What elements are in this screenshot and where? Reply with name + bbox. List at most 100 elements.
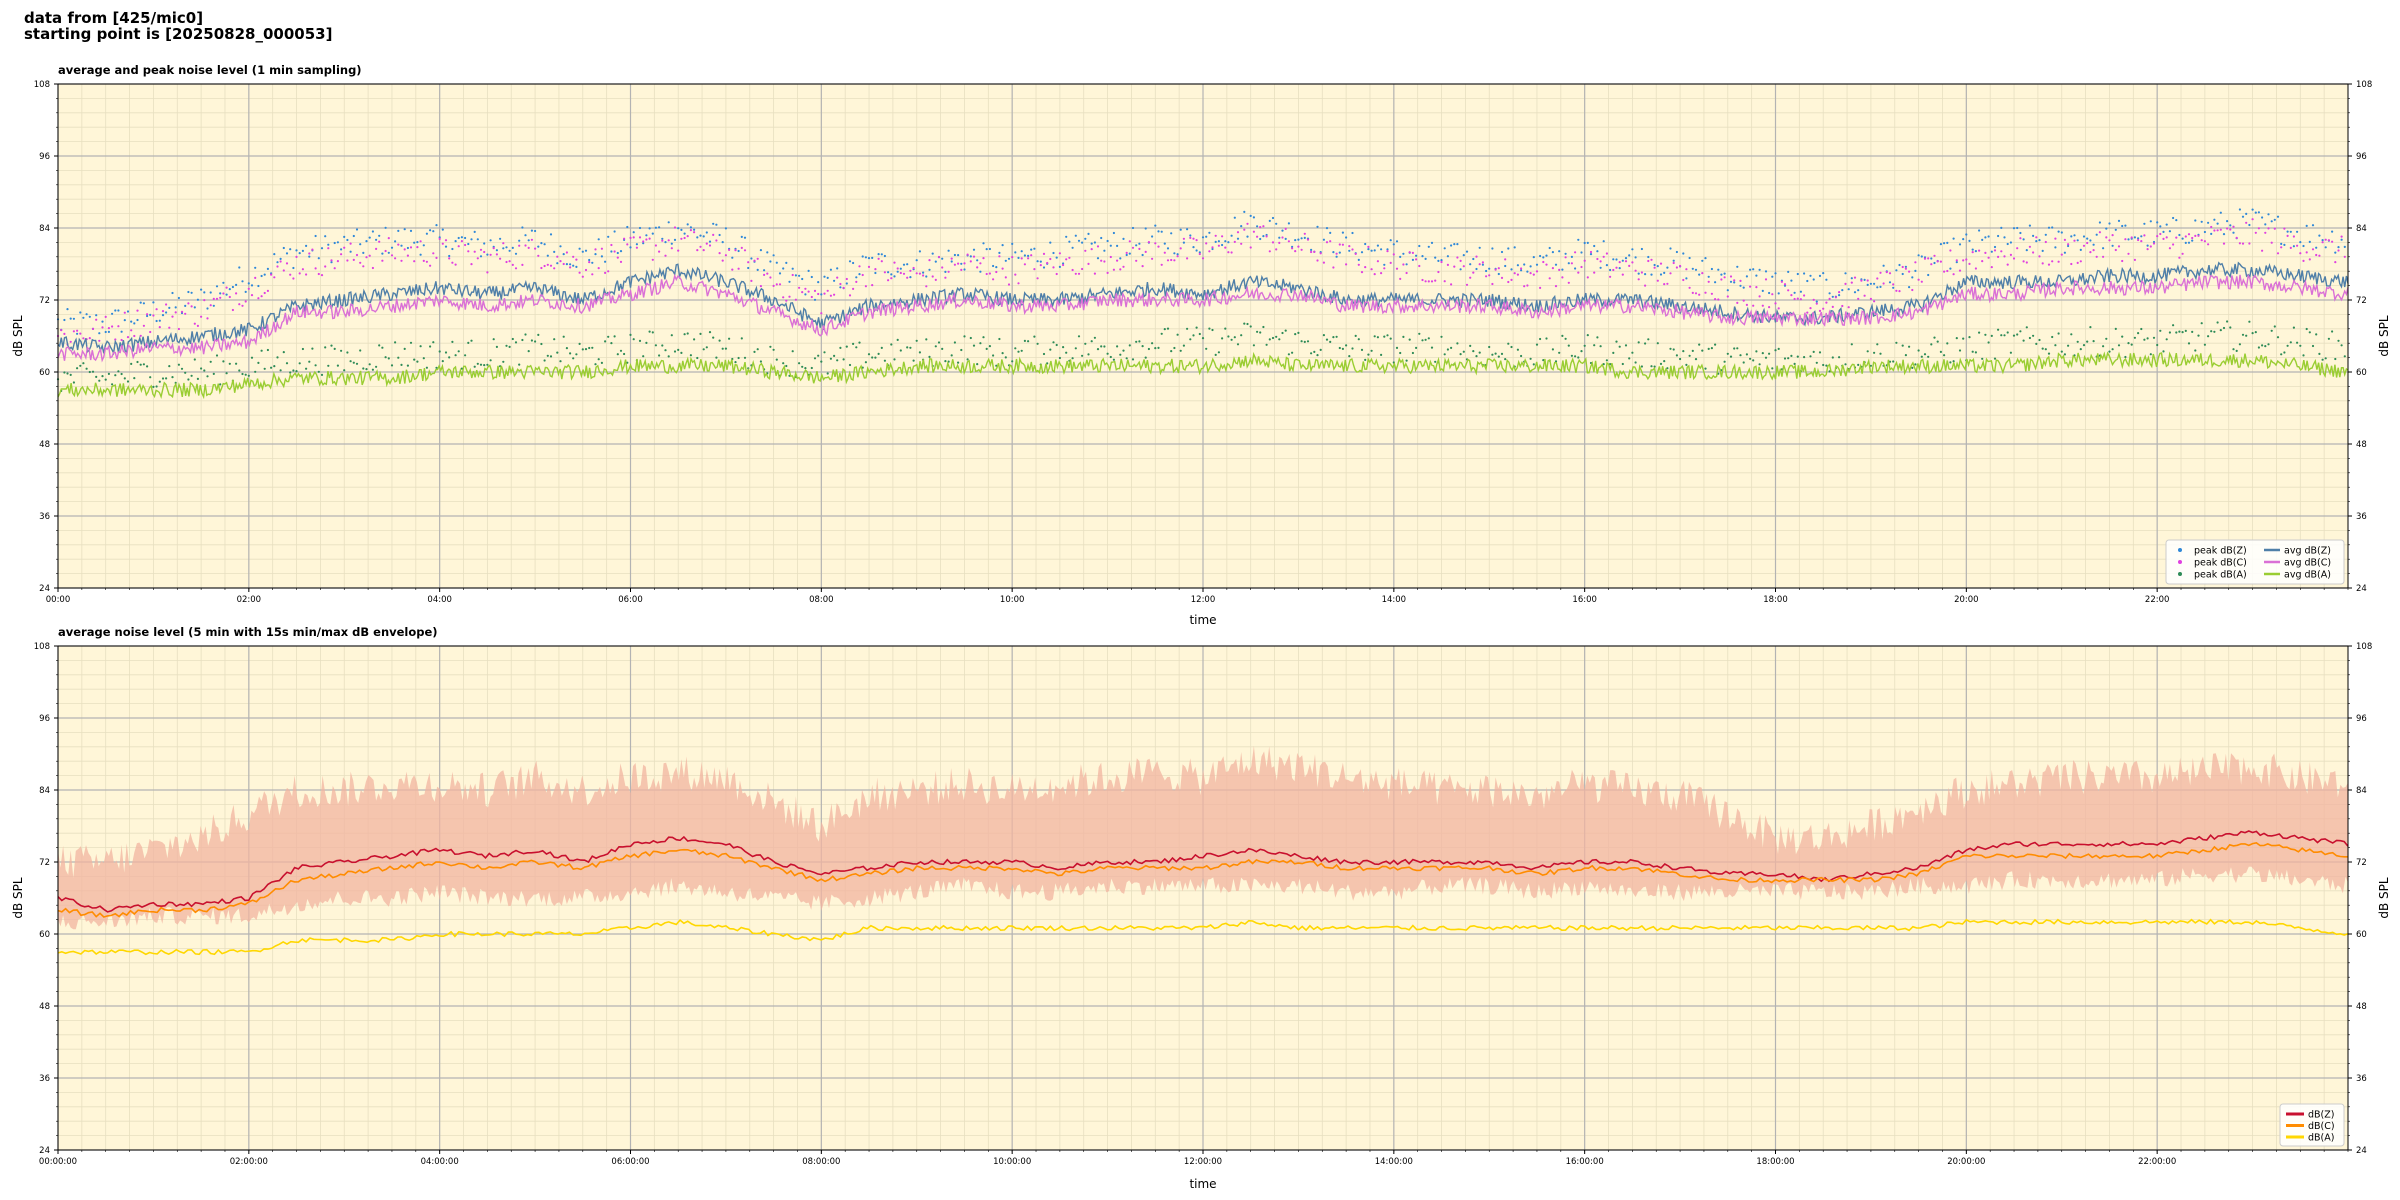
data-point	[1131, 226, 1135, 230]
data-point	[1488, 345, 1491, 349]
data-point	[883, 254, 887, 258]
data-point	[1990, 250, 1993, 253]
data-point	[495, 253, 498, 256]
data-point	[63, 371, 66, 374]
data-point	[1628, 357, 1631, 360]
data-point	[2305, 224, 2308, 227]
data-point	[1822, 307, 1825, 310]
data-point	[1262, 325, 1265, 329]
data-point	[883, 359, 887, 362]
data-point	[142, 363, 145, 366]
data-point	[1345, 236, 1348, 239]
data-point	[2143, 234, 2146, 237]
data-point	[1058, 252, 1061, 255]
data-point	[1055, 272, 1058, 276]
data-point	[2054, 237, 2057, 240]
data-point	[1284, 329, 1287, 332]
data-point	[2229, 326, 2232, 329]
data-point	[2168, 230, 2171, 233]
data-point	[1583, 344, 1586, 347]
data-point	[934, 260, 937, 263]
data-point	[1141, 345, 1144, 348]
data-point	[257, 297, 260, 300]
data-point	[2127, 252, 2130, 255]
data-point	[1723, 272, 1726, 275]
data-point	[2117, 245, 2121, 248]
data-point	[1278, 236, 1281, 239]
x-tick-label: 16:00	[1572, 595, 1597, 605]
data-point	[985, 248, 988, 251]
data-point	[2296, 341, 2299, 344]
data-point	[98, 379, 101, 382]
data-point	[1109, 255, 1112, 259]
data-point	[1233, 216, 1236, 219]
data-point	[1364, 358, 1367, 361]
data-point	[384, 356, 387, 359]
data-point	[874, 356, 877, 359]
data-point	[2156, 235, 2159, 238]
data-point	[330, 344, 333, 347]
data-point	[2210, 232, 2213, 235]
data-point	[1335, 255, 1338, 258]
data-point	[569, 263, 572, 266]
data-point	[1577, 238, 1580, 241]
data-point	[2226, 220, 2229, 223]
data-point	[1103, 345, 1106, 348]
data-point	[1472, 257, 1475, 261]
data-point	[1901, 272, 1904, 276]
data-point	[619, 260, 623, 263]
data-point	[2207, 243, 2210, 246]
data-point	[1526, 270, 1529, 273]
data-point	[2324, 246, 2327, 249]
data-point	[254, 370, 257, 373]
data-point	[1644, 284, 1647, 287]
data-point	[1624, 344, 1628, 347]
data-point	[1427, 245, 1430, 248]
data-point	[578, 247, 581, 250]
data-point	[1208, 231, 1211, 234]
data-point	[1828, 292, 1831, 295]
data-point	[1430, 241, 1434, 244]
data-point	[810, 366, 813, 370]
data-point	[1993, 249, 1997, 252]
data-point	[972, 255, 976, 258]
data-point	[1116, 259, 1119, 262]
data-point	[63, 318, 66, 322]
data-point	[289, 273, 292, 276]
data-point	[1157, 245, 1160, 248]
data-point	[419, 345, 422, 348]
data-point	[1822, 272, 1825, 275]
data-point	[1128, 344, 1131, 347]
data-point	[626, 243, 629, 246]
data-point	[524, 333, 527, 336]
data-point	[2137, 238, 2140, 242]
data-point	[1974, 267, 1977, 270]
data-point	[1659, 262, 1663, 265]
data-point	[69, 317, 72, 320]
data-point	[486, 271, 489, 274]
data-point	[833, 293, 836, 296]
data-point	[1030, 254, 1033, 257]
data-point	[2305, 327, 2308, 331]
data-point	[2340, 344, 2343, 347]
data-point	[1853, 291, 1857, 294]
data-point	[1965, 233, 1968, 236]
data-point	[543, 243, 546, 246]
data-point	[298, 362, 301, 365]
data-point	[2162, 230, 2165, 233]
data-point	[1055, 343, 1058, 347]
data-point	[1135, 259, 1138, 262]
data-point	[1370, 268, 1373, 271]
data-point	[69, 340, 72, 343]
chart2-ylabel-right: dB SPL	[2377, 877, 2391, 919]
data-point	[877, 253, 880, 256]
data-point	[1236, 231, 1240, 234]
data-point	[346, 259, 349, 262]
data-point	[1653, 263, 1656, 267]
data-point	[489, 253, 492, 256]
data-point	[543, 264, 546, 268]
data-point	[273, 276, 276, 279]
data-point	[381, 259, 384, 262]
data-point	[896, 267, 899, 270]
data-point	[791, 350, 794, 353]
